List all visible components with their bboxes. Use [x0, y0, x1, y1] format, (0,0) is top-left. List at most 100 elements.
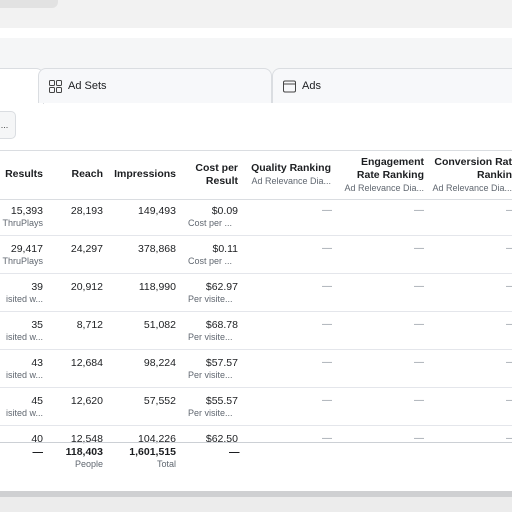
cell-cost-value: $0.09 — [211, 205, 238, 217]
tab-ad-sets[interactable]: Ad Sets — [38, 68, 272, 103]
col-reach[interactable]: Reach — [71, 168, 103, 180]
cell-cost-value: $57.57 — [205, 357, 238, 369]
cell-cost-sub: Per visite... — [188, 370, 233, 380]
cell-reach: 28,193 — [70, 205, 103, 217]
totals-results: — — [32, 446, 44, 458]
col-impressions[interactable]: Impressions — [114, 168, 176, 180]
cell-reach: 20,912 — [70, 281, 103, 293]
cell-results: 35 isited w... — [0, 319, 43, 343]
tab-bar: Ad Sets Ads — [0, 38, 512, 104]
col-engagement-line2: Rate Ranking — [356, 169, 424, 181]
more-options-button[interactable]: ... — [0, 111, 16, 139]
totals-cost: — — [229, 446, 240, 458]
cell-conversion: — — [506, 357, 512, 368]
cell-cost-value: $68.78 — [205, 319, 238, 331]
cell-impressions: 118,990 — [138, 281, 176, 293]
cell-results-value: 15,393 — [10, 205, 43, 217]
cell-engagement: — — [414, 281, 424, 292]
cell-conversion: — — [506, 243, 512, 254]
cell-reach: 24,297 — [70, 243, 103, 255]
cell-quality: — — [322, 395, 332, 406]
cell-quality: — — [322, 205, 332, 216]
cell-results-sub: isited w... — [5, 408, 43, 418]
top-bar-pill — [0, 0, 58, 8]
cell-results-sub: ThruPlays — [2, 256, 43, 266]
cell-cost: $55.57 Per visite... — [188, 395, 240, 419]
cell-cost: $68.78 Per visite... — [188, 319, 240, 343]
table-row[interactable]: 45 isited w... 12,620 57,552 $55.57 Per visit… — [0, 388, 512, 426]
cell-results-value: 39 — [31, 281, 43, 293]
cell-quality: — — [322, 357, 332, 368]
table-row[interactable]: 15,393 ThruPlays 28,193 149,493 $0.09 Cost pe… — [0, 198, 512, 236]
cell-cost-sub: Cost per ... — [188, 218, 233, 228]
cell-results: 15,393 ThruPlays — [0, 205, 43, 229]
cell-conversion: — — [506, 281, 512, 292]
col-engagement-line1: Engagement — [360, 156, 424, 168]
cell-results-value: 43 — [31, 357, 43, 369]
col-conversion-ranking[interactable]: Conversion Rat Rankin Ad Relevance Dia..… — [430, 156, 512, 195]
totals-reach-sub: People — [74, 459, 103, 469]
cell-quality: — — [322, 281, 332, 292]
col-cost-line2: Result — [205, 175, 238, 187]
cell-cost-sub: Cost per ... — [188, 256, 233, 266]
table-row[interactable]: 29,417 ThruPlays 24,297 378,868 $0.11 Cost pe… — [0, 236, 512, 274]
cell-reach: 8,712 — [76, 319, 103, 331]
cell-impressions: 57,552 — [143, 395, 176, 407]
cell-cost-value: $0.11 — [212, 243, 239, 255]
more-options-label: ... — [0, 120, 9, 130]
table-row[interactable]: 43 isited w... 12,684 98,224 $57.57 Per visit… — [0, 350, 512, 388]
cell-engagement: — — [414, 395, 424, 406]
cell-conversion: — — [506, 433, 512, 444]
cell-results-value: 35 — [31, 319, 43, 331]
horizontal-scrollbar[interactable] — [0, 491, 512, 497]
tab-campaigns[interactable] — [0, 68, 44, 104]
cell-results: 39 isited w... — [0, 281, 43, 305]
cell-engagement: — — [414, 205, 424, 216]
cell-cost: $57.57 Per visite... — [188, 357, 240, 381]
cell-results-value: 45 — [31, 395, 43, 407]
cell-results: 40 — [0, 433, 43, 445]
cell-cost: $62.97 Per visite... — [188, 281, 240, 305]
col-cost-line1: Cost per — [195, 162, 238, 174]
table-header: Results Reach Impressions Cost per Resul… — [0, 150, 512, 200]
col-conversion-line1: Conversion Rat — [434, 156, 512, 168]
col-engagement-ranking[interactable]: Engagement Rate Ranking Ad Relevance Dia… — [334, 156, 424, 195]
col-cost-per-result[interactable]: Cost per Result — [180, 162, 238, 188]
totals-impressions-sub: Total — [156, 459, 176, 469]
cell-quality: — — [322, 243, 332, 254]
cell-results: 45 isited w... — [0, 395, 43, 419]
cell-cost-value: $62.97 — [205, 281, 238, 293]
top-bar — [0, 0, 512, 28]
cell-results-sub: isited w... — [5, 294, 43, 304]
ads-window-icon — [283, 80, 296, 93]
cell-results-sub: ThruPlays — [2, 218, 43, 228]
tab-ads-label: Ads — [302, 80, 321, 92]
totals-row: — 118,403 People 1,601,515 Total — — [0, 442, 512, 473]
cell-reach: 12,684 — [70, 357, 103, 369]
main-panel — [0, 28, 512, 494]
cell-impressions: 98,224 — [143, 357, 176, 369]
cell-engagement: — — [414, 319, 424, 330]
totals-reach-value: 118,403 — [65, 446, 103, 458]
cell-conversion: — — [506, 319, 512, 330]
cell-conversion: — — [506, 395, 512, 406]
cell-quality: — — [322, 433, 332, 444]
tab-ad-sets-label: Ad Sets — [68, 80, 107, 92]
col-conversion-line2: Rankin — [476, 169, 512, 181]
col-quality-line1: Quality Ranking — [251, 162, 331, 174]
cell-cost-value: $55.57 — [205, 395, 238, 407]
col-quality-ranking[interactable]: Quality Ranking Ad Relevance Dia... — [240, 162, 331, 188]
cell-results-value: 29,417 — [10, 243, 43, 255]
col-quality-sub: Ad Relevance Dia... — [251, 176, 331, 186]
table-row[interactable]: 39 isited w... 20,912 118,990 $62.97 Per visi… — [0, 274, 512, 312]
cell-cost: $0.11 Cost per ... — [188, 243, 240, 267]
table-row[interactable]: 35 isited w... 8,712 51,082 $68.78 Per visite… — [0, 312, 512, 350]
cell-results: 43 isited w... — [0, 357, 43, 381]
cell-engagement: — — [414, 433, 424, 444]
col-results[interactable]: Results — [5, 168, 43, 180]
cell-engagement: — — [414, 357, 424, 368]
tab-ads[interactable]: Ads — [272, 68, 512, 103]
cell-impressions: 51,082 — [143, 319, 176, 331]
cell-impressions: 378,868 — [138, 243, 176, 255]
col-conversion-sub: Ad Relevance Dia... — [432, 183, 512, 193]
